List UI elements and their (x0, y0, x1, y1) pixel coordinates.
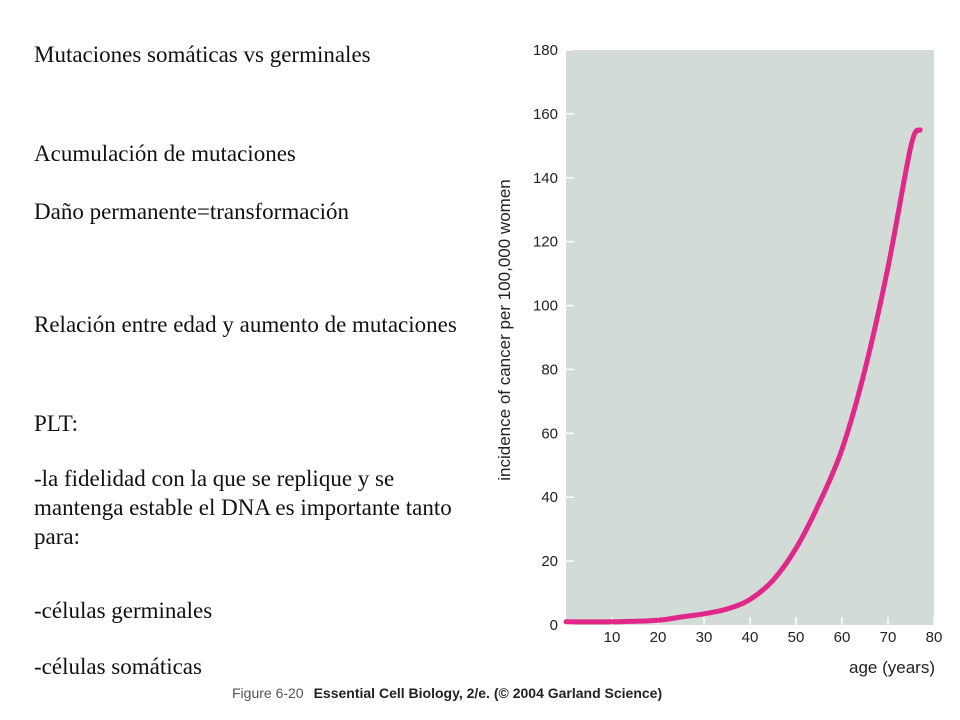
y-tick-label: 20 (541, 553, 558, 570)
y-tick-label: 120 (533, 234, 558, 251)
x-tick-label: 20 (650, 629, 667, 646)
paragraph-somatic-vs-germinal: Mutaciones somáticas vs germinales (34, 42, 371, 67)
paragraph-somatic-cells: -células somáticas (34, 654, 202, 679)
figure-number: Figure 6-20 (232, 685, 304, 701)
figure-caption: Figure 6-20 Essential Cell Biology, 2/e. … (232, 685, 662, 701)
y-tick-label: 80 (541, 361, 558, 378)
plot-area (566, 50, 934, 625)
y-tick-label: 140 (533, 170, 558, 187)
paragraph-dna-fidelity: -la fidelidad con la que se replique y s… (34, 466, 452, 549)
x-tick-label: 10 (604, 629, 621, 646)
x-axis-label: age (years) (849, 658, 935, 677)
x-tick-label: 60 (834, 629, 851, 646)
x-tick-label: 30 (696, 629, 713, 646)
paragraph-germ-cells: -células germinales (34, 598, 213, 623)
y-tick-label: 40 (541, 489, 558, 506)
x-tick-label: 40 (742, 629, 759, 646)
paragraph-age-relation: Relación entre edad y aumento de mutacio… (34, 312, 457, 337)
y-tick-label: 0 (550, 617, 558, 634)
y-tick-label: 60 (541, 425, 558, 442)
paragraph-plt: PLT: (34, 411, 79, 436)
x-tick-label: 70 (880, 629, 897, 646)
paragraph-permanent-damage: Daño permanente=transformación (34, 199, 350, 224)
y-tick-label: 180 (533, 42, 558, 59)
series-line (563, 127, 923, 625)
x-tick-label: 80 (926, 629, 943, 646)
y-axis-label: incidence of cancer per 100,000 women (495, 179, 514, 480)
y-tick-label: 160 (533, 106, 558, 123)
paragraph-mutation-accumulation: Acumulación de mutaciones (34, 141, 296, 166)
y-tick-label: 100 (533, 298, 558, 315)
x-tick-label: 50 (788, 629, 805, 646)
figure-source: Essential Cell Biology, 2/e. (© 2004 Gar… (313, 685, 663, 701)
